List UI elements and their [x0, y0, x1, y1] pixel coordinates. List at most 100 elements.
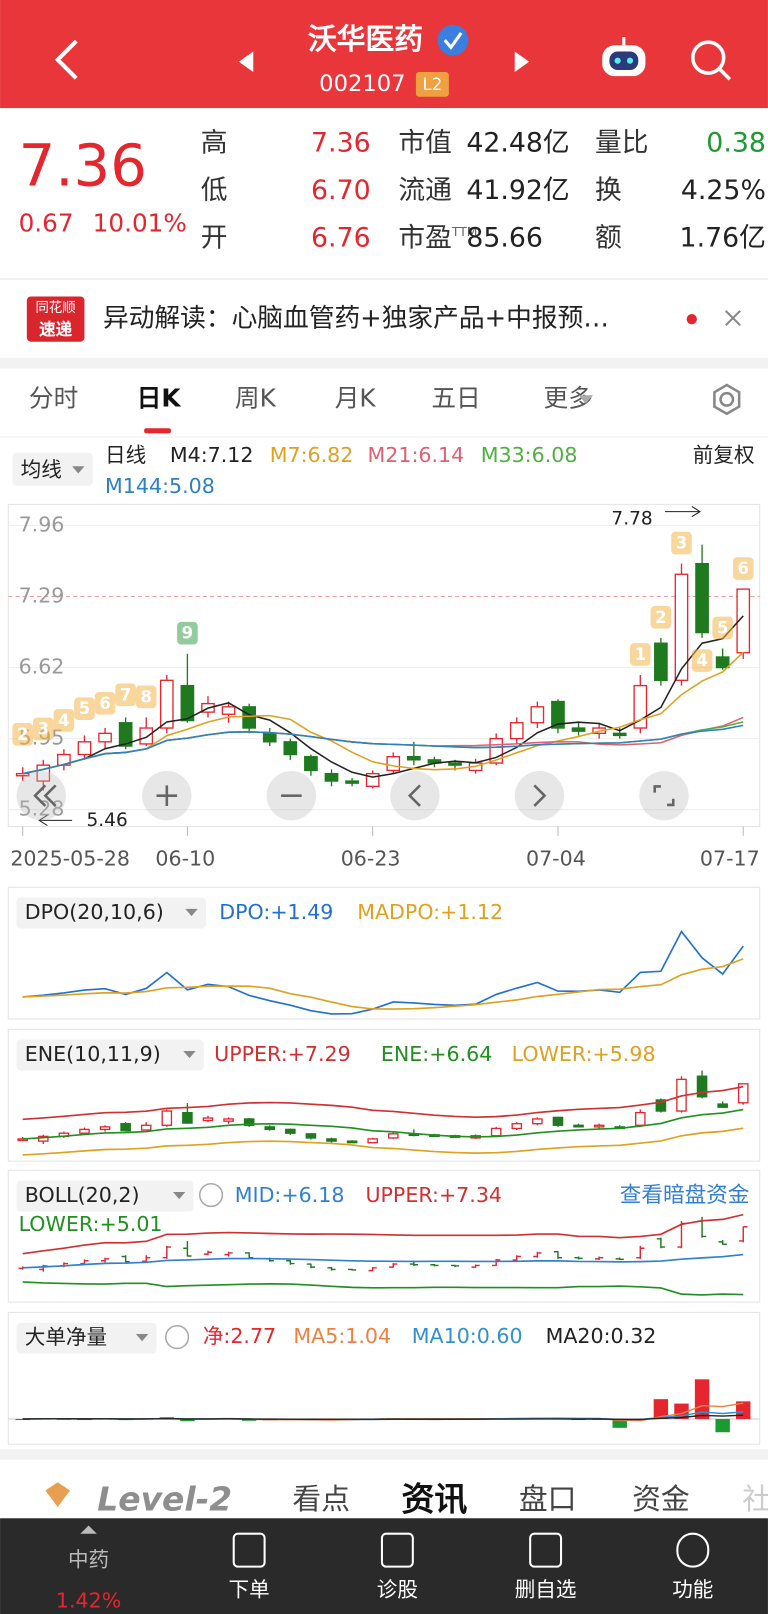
selector-bg[interactable] — [16, 1039, 204, 1071]
nav-item[interactable]: 下单 — [229, 1577, 270, 1601]
candle-body — [242, 706, 257, 729]
boll-bar — [347, 1268, 357, 1271]
nav-item[interactable]: 功能 — [672, 1577, 713, 1601]
l2-badge-bg — [415, 72, 449, 97]
main-chart: 7.967.296.625.955.28234567891235467.785.… — [8, 505, 760, 870]
chart-button[interactable] — [514, 770, 565, 821]
badge-bg — [32, 717, 54, 741]
bottom-tab[interactable]: Level-2 — [97, 1479, 232, 1518]
tab[interactable]: 分时 — [29, 383, 78, 412]
nav-item[interactable]: 诊股 — [377, 1577, 418, 1601]
help-icon[interactable] — [165, 1325, 190, 1350]
stat-label: 流通 — [398, 175, 452, 206]
adjust[interactable]: 前复权 — [693, 443, 755, 467]
ma-selector-bg[interactable] — [12, 452, 93, 486]
tab[interactable]: 月K — [335, 383, 377, 412]
candle-body — [221, 706, 236, 715]
bottom-tab[interactable]: 社 — [742, 1482, 768, 1516]
ene-candle-body — [305, 1133, 317, 1139]
badge: 9 — [182, 624, 193, 643]
nav-item[interactable]: 删自选 — [515, 1577, 577, 1601]
more-arrow — [578, 395, 593, 404]
ene-candle-body — [573, 1124, 584, 1128]
selector-bg[interactable] — [16, 897, 206, 929]
prev-stock[interactable] — [238, 51, 254, 73]
indicator-value: MA10:0.60 — [412, 1324, 523, 1348]
stat-label: 高 — [201, 128, 228, 159]
ma-item: M7:6.82 — [270, 443, 354, 467]
sector[interactable]: 中药 — [68, 1547, 109, 1571]
help-icon[interactable] — [198, 1182, 224, 1208]
ene-candle-body — [79, 1128, 90, 1134]
ene-candle-body — [346, 1140, 358, 1144]
boll-mid — [22, 1253, 744, 1269]
net-bar — [653, 1399, 669, 1420]
bottom-tab[interactable]: 盘口 — [519, 1482, 577, 1516]
next-stock[interactable] — [514, 51, 530, 73]
net-bar — [612, 1419, 627, 1428]
badge: 4 — [696, 651, 707, 670]
candle-body — [654, 642, 668, 681]
bottom-tab[interactable]: 看点 — [292, 1482, 350, 1516]
l2-badge: L2 — [423, 75, 443, 94]
bottom-tab[interactable]: 资讯 — [402, 1479, 468, 1518]
search-icon[interactable] — [690, 40, 732, 81]
indicator-value: MA5:1.04 — [293, 1324, 391, 1348]
chart-button[interactable] — [16, 770, 66, 821]
selector-bg[interactable] — [16, 1180, 194, 1212]
chart-button[interactable] — [639, 770, 689, 821]
settings-icon[interactable] — [713, 383, 741, 416]
indicator-panels: DPO(20,10,6) DPO:+1.49 MADPO:+1.12 ENE(10,1… — [7, 886, 761, 1445]
badge: 3 — [676, 534, 687, 553]
stat-label: 市盈 — [398, 222, 452, 253]
stat-value: 6.76 — [311, 222, 371, 253]
panel-frame — [7, 1028, 761, 1162]
high-arrow — [665, 505, 701, 518]
boll-bar — [203, 1250, 213, 1256]
net-bar — [736, 1401, 751, 1420]
tab[interactable]: 周K — [235, 383, 277, 412]
ene-candle-body — [490, 1127, 502, 1137]
chart-button-icon — [33, 784, 57, 807]
bottom-tab[interactable]: 资金 — [632, 1482, 690, 1516]
boll-lower — [22, 1281, 744, 1296]
divider — [0, 277, 768, 280]
badge: 6 — [99, 694, 110, 713]
badge: 5 — [79, 699, 90, 718]
candle-body — [98, 732, 112, 743]
tabs: 分时 日K 周K 月K 五日 更多 — [29, 383, 593, 412]
candle-body — [159, 679, 174, 729]
ene-mid — [22, 1108, 744, 1140]
back-button[interactable] — [54, 39, 78, 80]
stat-value: 85.66 — [466, 222, 543, 253]
robot-icon[interactable] — [602, 37, 646, 77]
dpo-line — [22, 930, 744, 1015]
dropdown-arrow — [185, 908, 198, 917]
candle-body — [118, 722, 133, 747]
candle-body — [674, 573, 689, 681]
badge: 8 — [140, 687, 151, 706]
candle-body — [180, 684, 195, 722]
boll-link[interactable]: 查看暗盘资金 — [620, 1183, 750, 1208]
ene-candle-body — [635, 1111, 646, 1126]
stat-value: 42.48亿 — [466, 128, 569, 159]
indicator-value: DPO:+1.49 — [219, 900, 333, 924]
chart-button[interactable] — [390, 770, 440, 821]
news-text[interactable]: 异动解读：心脑血管药+独家产品+中报预… — [103, 304, 609, 334]
net-ma-line — [22, 1402, 744, 1422]
selector-bg[interactable] — [16, 1322, 157, 1354]
boll-bar — [162, 1245, 171, 1259]
ene-candle-body — [140, 1124, 152, 1131]
stat-value: 7.36 — [311, 128, 371, 159]
ene-candle-body — [326, 1138, 337, 1142]
boll-bar — [718, 1239, 727, 1245]
tab[interactable]: 日K — [137, 383, 182, 412]
news-close[interactable] — [725, 310, 741, 326]
boll-bar — [656, 1237, 666, 1249]
change-pct: 10.01% — [93, 208, 187, 237]
nav-icon — [529, 1532, 563, 1568]
boll-bar — [636, 1245, 645, 1259]
tab[interactable]: 五日 — [431, 383, 480, 412]
badge-bg — [94, 692, 116, 715]
